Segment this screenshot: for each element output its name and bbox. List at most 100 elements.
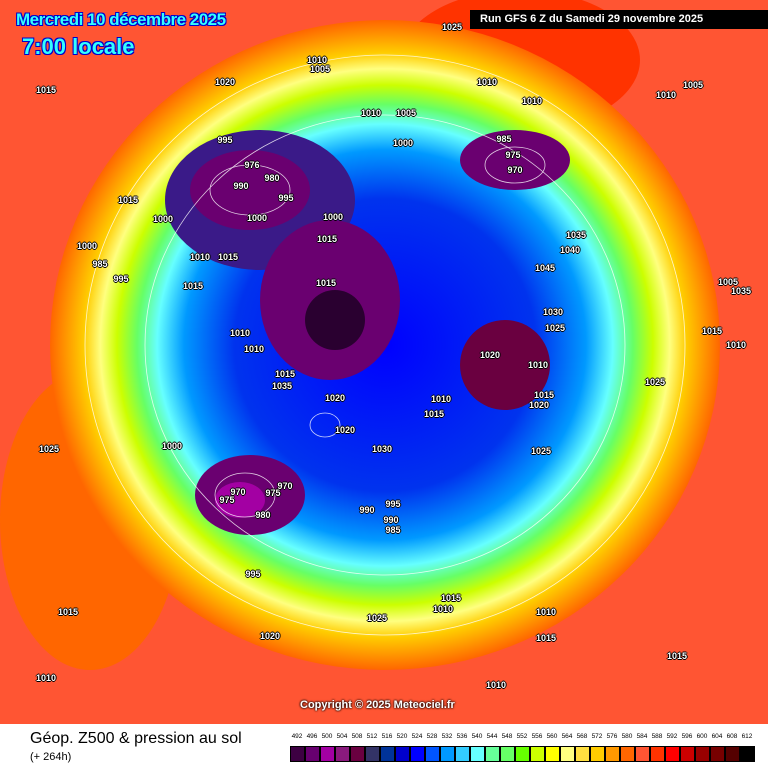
pressure-label: 1015 xyxy=(440,593,462,603)
legend-swatch xyxy=(305,746,320,762)
pressure-label: 1015 xyxy=(35,85,57,95)
legend-tick: 560 xyxy=(546,733,558,740)
legend-tick: 492 xyxy=(291,733,303,740)
legend-tick: 544 xyxy=(486,733,498,740)
pressure-label: 1040 xyxy=(559,245,581,255)
pressure-label: 1025 xyxy=(530,446,552,456)
pressure-label: 1025 xyxy=(644,377,666,387)
pressure-label: 1020 xyxy=(528,400,550,410)
pressure-label: 1000 xyxy=(322,212,344,222)
isobar xyxy=(309,412,341,438)
legend-tick: 608 xyxy=(726,733,738,740)
isobar xyxy=(484,146,546,184)
pressure-label: 970 xyxy=(277,481,293,491)
legend-swatch xyxy=(665,746,680,762)
pressure-label: 1010 xyxy=(725,340,747,350)
legend-swatch xyxy=(710,746,725,762)
pressure-label: 1010 xyxy=(360,108,382,118)
legend-swatch xyxy=(590,746,605,762)
pressure-label: 1010 xyxy=(189,252,211,262)
legend-tick: 504 xyxy=(336,733,348,740)
pressure-label: 1015 xyxy=(57,607,79,617)
pressure-label: 1015 xyxy=(315,278,337,288)
isobar xyxy=(214,472,276,518)
pressure-label: 975 xyxy=(505,150,521,160)
legend-tick: 512 xyxy=(366,733,378,740)
pressure-label: 995 xyxy=(113,274,129,284)
legend-tick: 592 xyxy=(666,733,678,740)
pressure-label: 970 xyxy=(230,487,246,497)
legend-swatch xyxy=(605,746,620,762)
isobar xyxy=(144,114,626,576)
legend-swatch xyxy=(440,746,455,762)
legend-tick: 604 xyxy=(711,733,723,740)
trough xyxy=(460,130,570,190)
legend-swatch xyxy=(395,746,410,762)
pressure-label: 1005 xyxy=(717,277,739,287)
pressure-label: 975 xyxy=(265,488,281,498)
pressure-label: 1045 xyxy=(534,263,556,273)
legend-tick: 584 xyxy=(636,733,648,740)
trough-core xyxy=(305,290,365,350)
legend-swatch xyxy=(365,746,380,762)
pressure-label: 1035 xyxy=(730,286,752,296)
pressure-label: 1010 xyxy=(476,77,498,87)
legend-tick: 588 xyxy=(651,733,663,740)
legend-tick: 564 xyxy=(561,733,573,740)
legend-swatch xyxy=(485,746,500,762)
legend-swatch xyxy=(380,746,395,762)
legend-swatch xyxy=(560,746,575,762)
pressure-label: 1015 xyxy=(316,234,338,244)
legend-swatch xyxy=(725,746,740,762)
pressure-label: 1030 xyxy=(542,307,564,317)
legend-swatch xyxy=(620,746,635,762)
pressure-label: 1005 xyxy=(395,108,417,118)
pressure-label: 1000 xyxy=(161,441,183,451)
pressure-label: 1035 xyxy=(565,230,587,240)
isobar xyxy=(209,164,291,216)
pressure-label: 1010 xyxy=(432,604,454,614)
legend-swatch xyxy=(530,746,545,762)
pressure-label: 1015 xyxy=(535,633,557,643)
pressure-label: 1010 xyxy=(535,607,557,617)
legend-tick: 532 xyxy=(441,733,453,740)
legend-swatch xyxy=(515,746,530,762)
pressure-label: 1005 xyxy=(682,80,704,90)
pressure-label: 1010 xyxy=(521,96,543,106)
isobar xyxy=(84,54,686,636)
legend-tick: 496 xyxy=(306,733,318,740)
pressure-label: 995 xyxy=(385,499,401,509)
pressure-label: 1025 xyxy=(544,323,566,333)
legend-tick: 580 xyxy=(621,733,633,740)
pressure-label: 1020 xyxy=(334,425,356,435)
pressure-label: 990 xyxy=(233,181,249,191)
legend-swatch xyxy=(425,746,440,762)
legend-swatch xyxy=(410,746,425,762)
legend-tick: 528 xyxy=(426,733,438,740)
pressure-label: 1035 xyxy=(271,381,293,391)
pressure-label: 1015 xyxy=(274,369,296,379)
geopotential-map xyxy=(0,0,768,724)
legend-swatch xyxy=(650,746,665,762)
legend-tick: 540 xyxy=(471,733,483,740)
legend-tick: 536 xyxy=(456,733,468,740)
valid-time: 7:00 locale xyxy=(22,34,135,59)
pressure-label: 980 xyxy=(264,173,280,183)
lead-time: (+ 264h) xyxy=(30,751,72,763)
legend-tick: 572 xyxy=(591,733,603,740)
pressure-label: 990 xyxy=(359,505,375,515)
pressure-label: 1015 xyxy=(533,390,555,400)
pressure-label: 1015 xyxy=(117,195,139,205)
pressure-label: 1000 xyxy=(76,241,98,251)
legend-tick: 600 xyxy=(696,733,708,740)
legend-swatch xyxy=(290,746,305,762)
pressure-label: 985 xyxy=(385,525,401,535)
pressure-label: 990 xyxy=(383,515,399,525)
legend-tick: 500 xyxy=(321,733,333,740)
legend-tick: 508 xyxy=(351,733,363,740)
legend-swatch xyxy=(470,746,485,762)
legend-swatch xyxy=(320,746,335,762)
pressure-label: 1010 xyxy=(485,680,507,690)
pressure-label: 1015 xyxy=(217,252,239,262)
